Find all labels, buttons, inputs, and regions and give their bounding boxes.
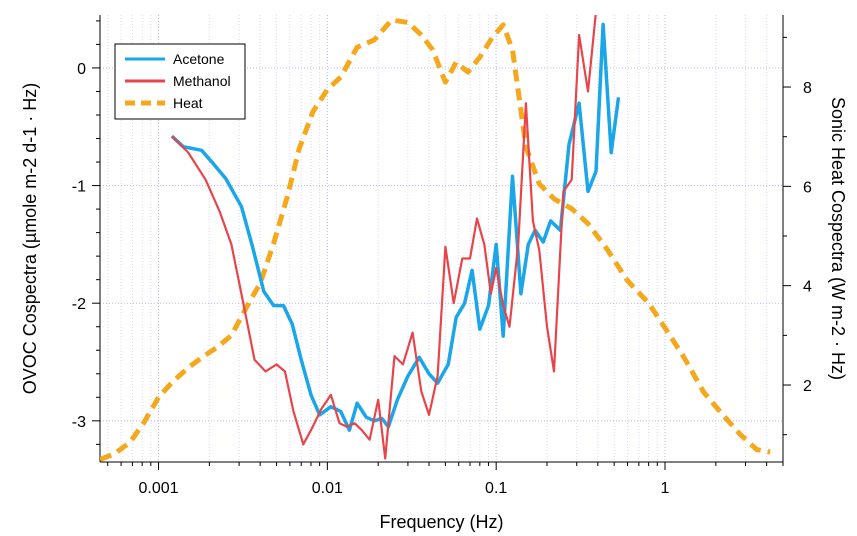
left-y-tick-label: -2 <box>72 296 86 313</box>
left-y-axis-title: OVOC Cospectra (µmole m-2 d-1 · Hz) <box>20 83 40 394</box>
legend-label-acetone: Acetone <box>173 51 225 67</box>
legend-label-methanol: Methanol <box>173 73 231 89</box>
x-tick-label: 0.1 <box>485 480 507 497</box>
right-y-tick-label: 6 <box>803 179 812 196</box>
series-line-heat <box>100 17 771 462</box>
axes: 0.001 0.01 0.1 1 0 -1 -2 -3 2 4 6 8 <box>72 15 812 497</box>
series-line-methanol <box>171 15 597 460</box>
x-tick-label: 0.01 <box>312 480 343 497</box>
x-axis-title: Frequency (Hz) <box>379 512 503 532</box>
legend-label-heat: Heat <box>173 95 203 111</box>
right-y-axis-title: Sonic Heat Cospectra (W m-2 · Hz) <box>828 97 848 380</box>
left-y-tick-label: -3 <box>72 414 86 431</box>
x-tick-label: 0.001 <box>139 480 179 497</box>
left-y-tick-label: -1 <box>72 179 86 196</box>
legend: Acetone Methanol Heat <box>114 43 246 120</box>
right-y-tick-label: 2 <box>803 378 812 395</box>
series-layer <box>100 15 771 462</box>
x-tick-label: 1 <box>661 480 670 497</box>
series-line-acetone <box>170 22 621 432</box>
left-y-tick-label: 0 <box>77 61 86 78</box>
right-y-tick-label: 8 <box>803 80 812 97</box>
grid <box>100 15 784 462</box>
right-y-tick-label: 4 <box>803 279 812 296</box>
